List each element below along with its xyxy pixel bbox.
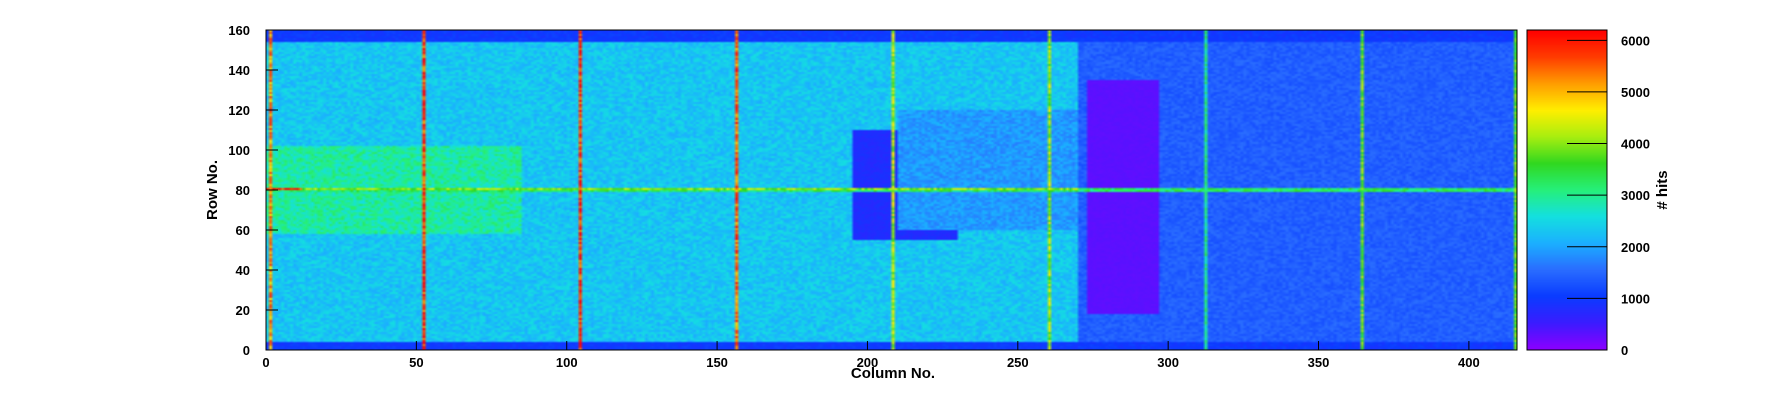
- y-axis-title: Row No.: [204, 160, 221, 220]
- x-tick-label: 400: [1458, 355, 1480, 370]
- colorbar-tick-label: 3000: [1621, 188, 1650, 203]
- x-axis-title: Column No.: [851, 365, 935, 382]
- y-tick-label: 40: [236, 263, 250, 278]
- y-tick-label: 140: [228, 63, 250, 78]
- y-tick-label: 0: [243, 343, 250, 358]
- y-tick-label: 160: [228, 23, 250, 38]
- colorbar-tick-label: 0: [1621, 343, 1628, 358]
- x-tick-label: 0: [262, 355, 269, 370]
- x-tick-label: 50: [409, 355, 423, 370]
- colorbar-tick-label: 4000: [1621, 137, 1650, 152]
- y-tick-label: 80: [236, 183, 250, 198]
- colorbar-gradient: [1527, 30, 1607, 350]
- x-tick-label: 350: [1308, 355, 1330, 370]
- heatmap-image: [266, 30, 1517, 350]
- plot-area: [265, 29, 1518, 351]
- y-tick-label: 60: [236, 223, 250, 238]
- x-tick-label: 300: [1157, 355, 1179, 370]
- colorbar-tick-label: 5000: [1621, 85, 1650, 100]
- x-tick-label: 200: [857, 355, 879, 370]
- colorbar-title: # hits: [1654, 170, 1671, 209]
- y-tick-label: 120: [228, 103, 250, 118]
- y-axis: 0 20 40 60 80 100 120 140 160: [228, 23, 278, 358]
- x-tick-label: 100: [556, 355, 578, 370]
- colorbar-tick-label: 2000: [1621, 240, 1650, 255]
- y-tick-label: 20: [236, 303, 250, 318]
- y-tick-label: 100: [228, 143, 250, 158]
- colorbar-tick-label: 6000: [1621, 33, 1650, 48]
- x-tick-label: 250: [1007, 355, 1029, 370]
- colorbar-tick-label: 1000: [1621, 291, 1650, 306]
- colorbar: [1526, 29, 1608, 351]
- x-tick-label: 150: [706, 355, 728, 370]
- colorbar-axis: 0 1000 2000 3000 4000 5000 6000: [1567, 33, 1650, 358]
- x-axis: 0 50 100 150 200 250 300 350 400: [262, 341, 1480, 370]
